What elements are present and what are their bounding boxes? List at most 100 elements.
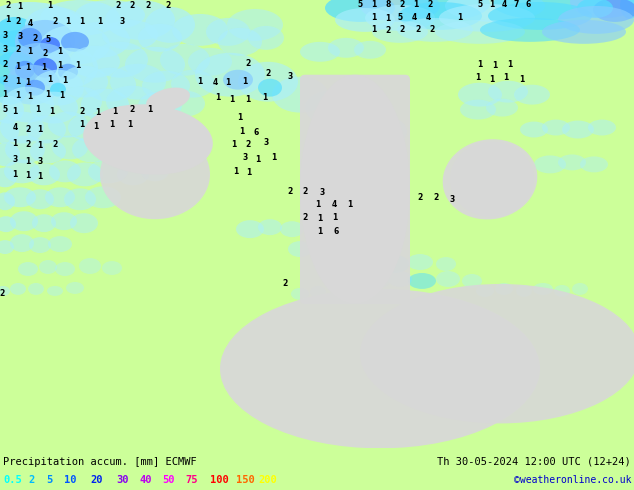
Ellipse shape [305,91,355,124]
Ellipse shape [120,115,160,141]
Ellipse shape [0,143,20,167]
Ellipse shape [476,285,494,297]
Text: 1: 1 [230,95,235,104]
Ellipse shape [311,240,333,254]
Text: 10: 10 [64,475,77,486]
Ellipse shape [354,41,386,59]
Text: 1: 1 [197,77,203,86]
Ellipse shape [493,0,603,20]
Ellipse shape [33,58,57,78]
Text: 1: 1 [271,153,276,162]
Text: 3: 3 [242,153,248,162]
Ellipse shape [388,271,412,287]
Ellipse shape [572,283,588,295]
Text: 2: 2 [15,45,21,54]
Ellipse shape [40,37,60,53]
Text: 1: 1 [256,155,261,164]
Text: 1: 1 [372,0,377,9]
Text: 1: 1 [5,15,11,24]
Text: 1: 1 [347,200,353,209]
Ellipse shape [51,212,77,230]
Ellipse shape [533,283,553,295]
Ellipse shape [85,186,121,208]
Ellipse shape [160,44,210,76]
Ellipse shape [30,92,78,123]
Text: 150: 150 [236,475,255,486]
Ellipse shape [138,92,182,120]
Text: 2: 2 [302,213,307,221]
Text: 1: 1 [3,90,8,99]
Ellipse shape [66,282,84,294]
Ellipse shape [0,168,17,187]
Ellipse shape [171,70,215,98]
Ellipse shape [351,240,373,254]
Ellipse shape [29,237,51,253]
Ellipse shape [488,2,592,30]
Text: 4: 4 [27,20,32,28]
Ellipse shape [42,48,98,88]
Ellipse shape [145,7,195,43]
Ellipse shape [145,114,181,138]
Text: 5: 5 [398,13,403,23]
Ellipse shape [516,285,532,297]
Ellipse shape [407,254,433,270]
FancyBboxPatch shape [300,75,410,304]
Text: 4: 4 [411,13,417,23]
Text: 4: 4 [212,78,217,87]
Ellipse shape [5,136,45,163]
Ellipse shape [4,159,40,183]
Text: 1: 1 [57,61,63,70]
Ellipse shape [55,262,75,276]
Text: 1: 1 [57,48,63,56]
Ellipse shape [47,286,63,296]
Text: 1: 1 [27,92,32,101]
Ellipse shape [70,213,98,233]
Text: 1: 1 [315,200,321,209]
Ellipse shape [15,61,35,79]
Text: 2: 2 [427,0,432,9]
Text: 1: 1 [79,120,84,129]
Ellipse shape [577,0,613,18]
Ellipse shape [0,96,24,123]
Text: 1: 1 [247,168,252,177]
Ellipse shape [61,32,89,52]
Ellipse shape [458,83,502,107]
Ellipse shape [2,87,54,122]
Text: 1: 1 [318,214,323,222]
Text: 2: 2 [145,1,151,10]
Text: 6: 6 [333,227,339,236]
Ellipse shape [328,38,364,58]
Text: 5: 5 [46,35,51,45]
Ellipse shape [486,98,518,117]
Text: 5: 5 [477,0,482,9]
Ellipse shape [25,7,85,43]
Text: 1: 1 [79,18,84,26]
Ellipse shape [300,74,410,304]
Ellipse shape [236,220,264,238]
Text: 2: 2 [287,187,293,196]
Ellipse shape [0,17,35,47]
Ellipse shape [288,241,312,257]
Text: 100: 100 [210,475,229,486]
Ellipse shape [248,26,284,50]
Text: 30: 30 [116,475,129,486]
Text: 1: 1 [112,107,118,116]
Ellipse shape [0,120,19,144]
Ellipse shape [280,221,304,237]
Ellipse shape [8,43,72,87]
Ellipse shape [0,192,15,210]
Text: 1: 1 [127,120,133,129]
Text: 20: 20 [90,475,103,486]
Text: 2: 2 [429,25,435,34]
Ellipse shape [45,187,75,207]
Ellipse shape [26,116,66,144]
Ellipse shape [495,283,513,295]
Ellipse shape [0,30,48,70]
Ellipse shape [68,114,112,142]
Ellipse shape [94,134,138,160]
Ellipse shape [49,160,81,182]
Ellipse shape [291,288,309,300]
Text: 1: 1 [225,78,231,87]
Ellipse shape [272,77,328,113]
Text: 1: 1 [242,77,248,86]
